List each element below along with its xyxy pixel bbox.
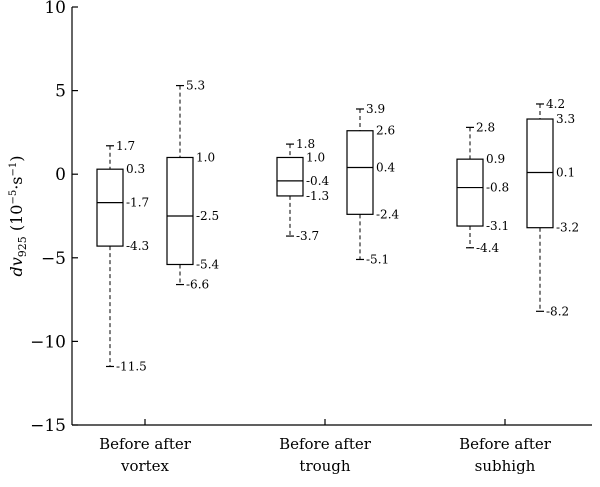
label-median: 0.4 <box>376 161 395 175</box>
ylabel-units-mid: ·s <box>7 176 26 189</box>
label-q3: 3.3 <box>556 112 575 126</box>
label-min: -4.4 <box>476 241 500 255</box>
label-min: -6.6 <box>186 278 209 292</box>
box-iqr <box>166 156 194 266</box>
y-tick-label: 5 <box>55 82 66 102</box>
ylabel-units: (10 <box>7 205 26 237</box>
y-tick-label: 0 <box>55 165 66 185</box>
label-q1: -3.1 <box>486 219 509 233</box>
y-tick-label: −5 <box>41 249 66 269</box>
label-max: 4.2 <box>546 97 565 111</box>
group-label-line1: Before after <box>279 435 372 453</box>
label-q1: -4.3 <box>126 239 149 253</box>
plot-area: 1.7 0.3 -1.7 -4.3 -11.5 5.3 1.0 -2.5 -5.4 -6.6 1.8… <box>96 79 579 373</box>
box-iqr <box>456 158 484 227</box>
axes: 10 5 0 −5 −10 −15 Before after vortex Before aft… <box>30 0 592 475</box>
label-median: 0.1 <box>556 166 575 180</box>
ylabel-sub: 925 <box>16 236 29 257</box>
label-q3: 1.0 <box>306 150 325 164</box>
box-iqr <box>346 130 374 215</box>
group-label-line2: vortex <box>120 457 170 475</box>
y-axis-label: dv925 (10−5·s−1) <box>7 155 29 276</box>
label-q3: 0.9 <box>486 152 505 166</box>
label-max: 3.9 <box>366 102 385 116</box>
ylabel-main: dv <box>7 257 26 276</box>
box-iqr <box>526 118 554 229</box>
label-median: -0.8 <box>486 181 509 195</box>
label-max: 5.3 <box>186 79 205 93</box>
label-q3: 2.6 <box>376 124 395 138</box>
label-median: -1.7 <box>126 196 149 210</box>
label-q1: -3.2 <box>556 221 579 235</box>
label-q3: 0.3 <box>126 162 145 176</box>
label-median: -0.4 <box>306 174 330 188</box>
ylabel-units-end: ) <box>7 155 26 161</box>
y-tick-label: −15 <box>30 416 66 436</box>
y-tick-label: −10 <box>30 332 66 352</box>
ylabel-exp2: −1 <box>8 162 19 177</box>
label-min: -5.1 <box>366 252 389 266</box>
label-max: 2.8 <box>476 120 495 134</box>
y-tick-label: 10 <box>44 0 66 18</box>
label-median: -2.5 <box>196 209 219 223</box>
group-label-line2: subhigh <box>475 457 536 475</box>
group-label-line1: Before after <box>459 435 552 453</box>
label-max: 1.7 <box>116 139 135 153</box>
ylabel-exp1: −5 <box>8 190 19 205</box>
label-q1: -2.4 <box>376 207 400 221</box>
group-label-line2: trough <box>299 457 350 475</box>
label-max: 1.8 <box>296 137 315 151</box>
box-iqr <box>96 168 124 247</box>
box-iqr <box>276 156 304 197</box>
label-q1: -1.3 <box>306 189 329 203</box>
label-min: -8.2 <box>546 304 569 318</box>
label-min: -3.7 <box>296 229 319 243</box>
label-q1: -5.4 <box>196 257 220 271</box>
label-q3: 1.0 <box>196 150 215 164</box>
label-min: -11.5 <box>116 359 147 373</box>
group-label-line1: Before after <box>99 435 192 453</box>
